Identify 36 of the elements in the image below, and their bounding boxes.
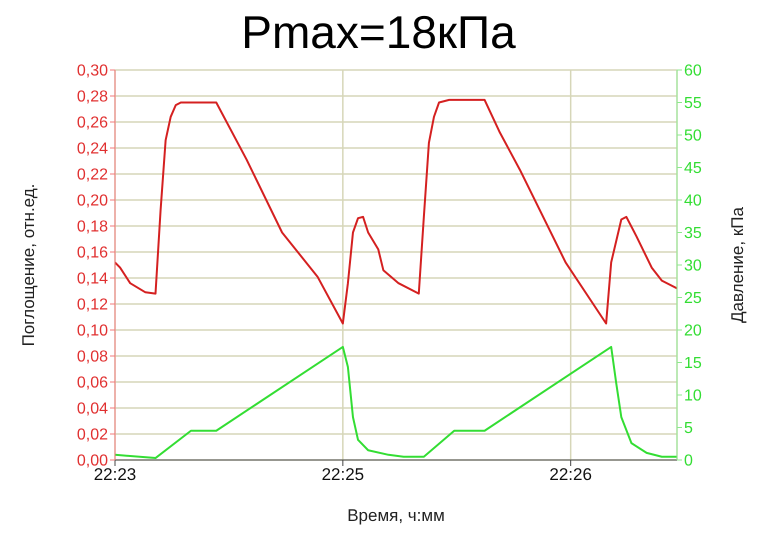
y2-tick-label: 5 xyxy=(684,420,693,438)
y-tick-label: 0,02 xyxy=(76,426,108,444)
y-tick-label: 0,18 xyxy=(76,218,108,236)
line-series xyxy=(115,98,677,324)
y-tick-label: 0,04 xyxy=(76,400,108,418)
y-tick-label: 0,28 xyxy=(76,88,108,106)
y2-tick-label: 20 xyxy=(684,322,702,340)
y-tick-label: 0,12 xyxy=(76,296,108,314)
y2-tick-label: 25 xyxy=(684,290,702,308)
y2-tick-label: 60 xyxy=(684,62,702,80)
y-tick-label: 0,14 xyxy=(76,270,108,288)
y-tick-label: 0,20 xyxy=(76,192,108,210)
y-tick-label: 0,22 xyxy=(76,166,108,184)
x-tick-label: 22:26 xyxy=(549,465,592,484)
y-tick-label: 0,26 xyxy=(76,114,108,132)
y2-tick-label: 10 xyxy=(684,388,702,405)
x-tick-label: 22:25 xyxy=(322,465,364,484)
x-tick-label: 22:23 xyxy=(94,465,136,484)
y2-tick-label: 35 xyxy=(684,225,702,242)
y-tick-label: 0,08 xyxy=(76,348,108,366)
y2-tick-label: 50 xyxy=(684,128,702,145)
x-axis-title: Время, ч:мм xyxy=(347,506,445,525)
y-tick-label: 0,30 xyxy=(76,62,108,80)
y2-tick-label: 0 xyxy=(684,452,693,470)
y2-tick-label: 30 xyxy=(684,258,702,275)
y2-tick-label: 55 xyxy=(684,95,702,112)
y-tick-label: 0,24 xyxy=(76,140,108,158)
y2-axis-title: Давление, кПа xyxy=(728,206,748,323)
y2-tick-label: 45 xyxy=(684,160,702,178)
y-axis-title: Поглощение, отн.ед. xyxy=(19,184,38,346)
y-tick-label: 0,16 xyxy=(76,244,108,262)
y2-tick-label: 15 xyxy=(684,355,702,372)
y2-tick-label: 40 xyxy=(684,192,702,210)
y-tick-label: 0,10 xyxy=(76,322,108,340)
chart-title: Pmax=18кПа xyxy=(240,5,517,60)
y-tick-label: 0,06 xyxy=(76,374,108,392)
